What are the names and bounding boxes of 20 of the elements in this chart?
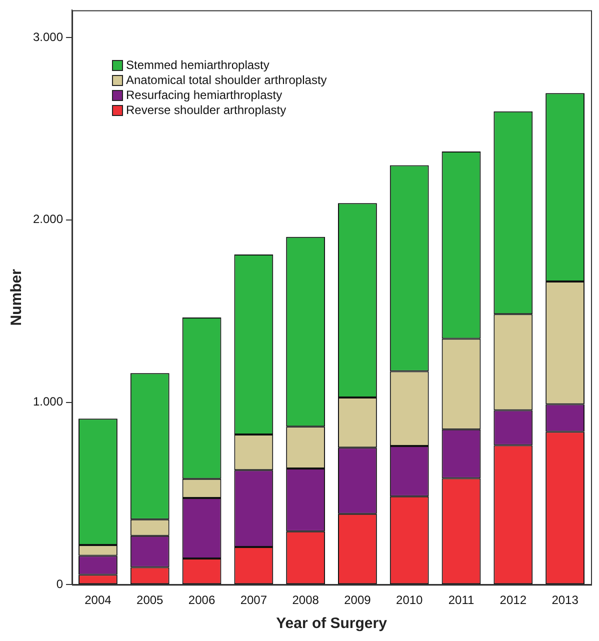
legend-label: Reverse shoulder arthroplasty	[126, 103, 286, 118]
y-tick-label: 0	[56, 576, 64, 591]
y-tick-label: 1.000	[33, 394, 64, 409]
x-tick-label: 2004	[84, 593, 112, 608]
x-tick-label: 2005	[136, 593, 164, 608]
y-tick-label: 2.000	[33, 212, 64, 226]
y-axis-title: Number	[8, 268, 26, 326]
x-tick-label: 2010	[396, 593, 424, 608]
x-tick-label: 2011	[448, 593, 474, 608]
x-tick-label: 2013	[552, 593, 579, 608]
x-tick-label: 2006	[188, 593, 216, 608]
x-tick-label: 2007	[240, 593, 268, 608]
x-axis-title: Year of Surgery	[276, 615, 388, 632]
legend-label: Anatomical total shoulder arthroplasty	[126, 73, 327, 88]
x-tick-label: 2008	[292, 593, 320, 608]
y-tick-label: 3.000	[33, 30, 64, 44]
x-tick-label: 2009	[344, 593, 372, 608]
x-tick-label: 2012	[500, 593, 527, 608]
legend-label: Stemmed hemiarthroplasty	[126, 58, 270, 73]
legend-label: Resurfacing hemiarthroplasty	[126, 88, 282, 103]
